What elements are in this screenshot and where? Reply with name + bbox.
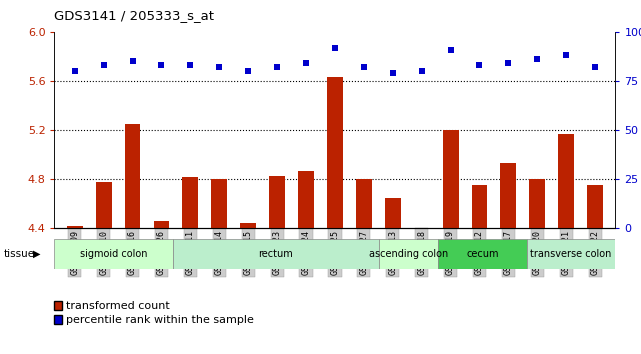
Point xyxy=(243,68,253,74)
Point xyxy=(128,58,138,64)
Bar xyxy=(587,185,603,228)
Bar xyxy=(212,179,227,228)
Point xyxy=(185,62,196,68)
Text: rectum: rectum xyxy=(258,249,294,259)
Bar xyxy=(269,176,285,228)
Point xyxy=(561,53,571,58)
Text: transverse colon: transverse colon xyxy=(530,249,612,259)
Bar xyxy=(298,171,314,228)
Bar xyxy=(385,198,401,228)
Point xyxy=(359,64,369,70)
Text: transformed count: transformed count xyxy=(66,301,170,310)
Point xyxy=(590,64,600,70)
Bar xyxy=(67,226,83,228)
Bar xyxy=(356,179,372,228)
Bar xyxy=(172,239,379,269)
Bar xyxy=(124,124,140,228)
Text: GDS3141 / 205333_s_at: GDS3141 / 205333_s_at xyxy=(54,9,215,22)
Bar xyxy=(413,228,429,250)
Point xyxy=(156,62,167,68)
Bar xyxy=(240,223,256,228)
Bar xyxy=(472,185,487,228)
Text: cecum: cecum xyxy=(466,249,499,259)
Bar xyxy=(529,179,545,228)
Point xyxy=(532,57,542,62)
Bar xyxy=(443,130,458,228)
Bar xyxy=(96,182,112,228)
Bar xyxy=(379,239,438,269)
Point xyxy=(70,68,80,74)
Text: sigmoid colon: sigmoid colon xyxy=(79,249,147,259)
Bar xyxy=(558,134,574,228)
Text: percentile rank within the sample: percentile rank within the sample xyxy=(66,315,254,325)
Point xyxy=(474,62,485,68)
Bar xyxy=(438,239,527,269)
Point xyxy=(301,61,311,66)
Point xyxy=(388,70,398,76)
Bar xyxy=(153,221,169,228)
Point xyxy=(445,47,456,52)
Point xyxy=(503,61,513,66)
Point xyxy=(99,62,109,68)
Bar xyxy=(327,77,343,228)
Bar xyxy=(183,177,198,228)
Point xyxy=(272,64,282,70)
Text: ascending colon: ascending colon xyxy=(369,249,448,259)
Bar xyxy=(501,163,517,228)
Bar xyxy=(54,239,172,269)
Text: tissue: tissue xyxy=(3,249,35,259)
Text: ▶: ▶ xyxy=(33,249,41,259)
Point xyxy=(214,64,224,70)
Bar xyxy=(527,239,615,269)
Point xyxy=(330,45,340,50)
Point xyxy=(417,68,427,74)
